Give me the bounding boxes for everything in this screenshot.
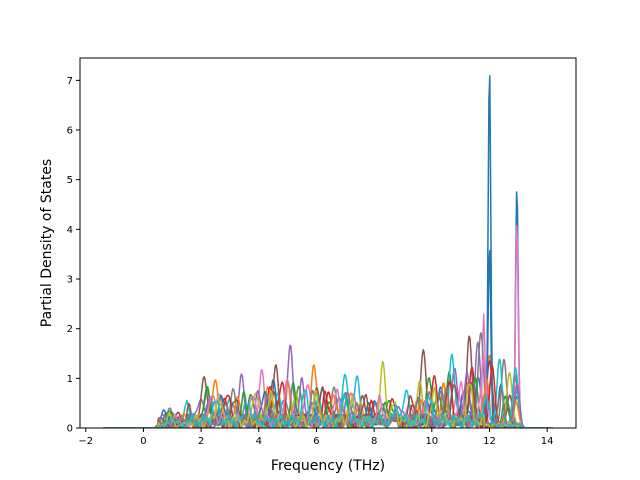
- y-tick-label: 6: [67, 126, 73, 137]
- y-tick-label: 2: [67, 324, 73, 335]
- x-axis-label: Frequency (THz): [271, 458, 385, 474]
- x-tick-label: −2: [78, 436, 93, 447]
- x-tick-label: 14: [541, 436, 554, 447]
- pdos-series-line: [103, 389, 553, 428]
- y-tick-label: 3: [67, 275, 73, 286]
- x-tick-label: 6: [313, 436, 319, 447]
- y-tick-label: 1: [67, 374, 73, 385]
- y-axis-label: Partial Density of States: [39, 159, 55, 327]
- x-axis-ticks: −2 0 2 4 6 8 10 12 14: [78, 428, 554, 447]
- x-tick-label: 0: [140, 436, 146, 447]
- pdos-series-line: [103, 386, 553, 428]
- y-tick-label: 4: [67, 225, 73, 236]
- y-tick-label: 5: [67, 175, 73, 186]
- y-axis-ticks: 0 1 2 3 4 5 6 7: [67, 76, 80, 435]
- x-tick-label: 12: [483, 436, 496, 447]
- series-layer: [103, 75, 553, 428]
- x-tick-label: 4: [256, 436, 262, 447]
- y-tick-label: 0: [67, 424, 73, 435]
- y-tick-label: 7: [67, 76, 73, 87]
- x-tick-label: 10: [425, 436, 438, 447]
- plot-frame: [79, 57, 577, 429]
- x-tick-label: 8: [371, 436, 377, 447]
- x-tick-label: 2: [198, 436, 204, 447]
